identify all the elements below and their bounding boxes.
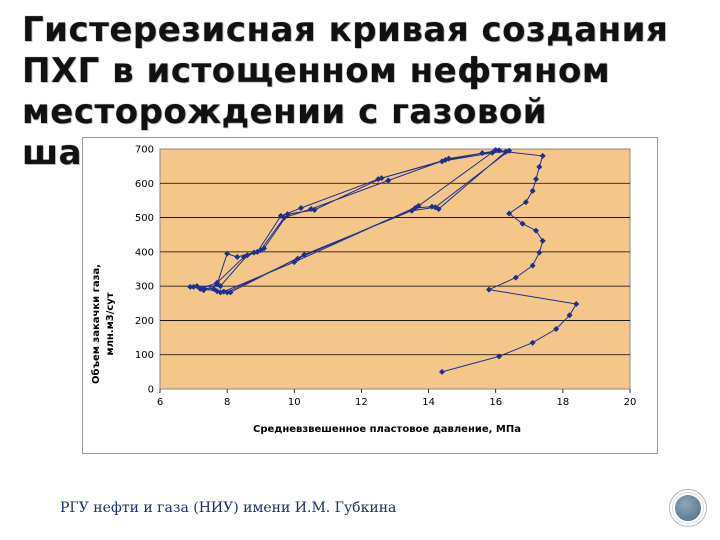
data-point-marker [190,283,197,290]
data-point-marker [439,368,445,375]
x-tick-label: 8 [224,397,230,408]
x-tick-label: 14 [422,397,435,408]
y-tick-label: 200 [135,316,154,327]
data-point-marker [254,248,261,255]
y-axis-label-line-2: млн.м3/сут [105,292,116,355]
data-point-marker [553,326,560,332]
x-tick-label: 16 [489,397,502,408]
data-point-marker [439,158,445,165]
y-tick-label: 400 [135,247,154,258]
data-point-marker [291,259,298,266]
data-point-marker [251,249,257,256]
data-point-marker [432,204,439,211]
data-point-marker [214,279,221,286]
data-point-marker [566,312,573,319]
data-point-marker [489,149,496,156]
data-point-marker [486,286,492,293]
data-point-marker [479,150,486,157]
data-point-marker [496,147,503,154]
data-point-marker [240,254,247,260]
x-tick-label: 10 [288,397,301,408]
data-point-marker [308,206,315,212]
footer-university: РГУ нефти и газа (НИУ) имени И.М. Губкин… [60,500,397,516]
data-point-marker [224,289,231,296]
data-point-marker [506,210,513,217]
data-point-marker [522,199,529,206]
data-point-marker [298,204,304,211]
data-point-marker [529,262,536,269]
y-tick-label: 0 [148,385,154,396]
data-point-marker [408,207,415,214]
slide-title-line-2: ПХГ в истощенном нефтяном [22,51,611,91]
data-point-marker [428,203,435,210]
data-point-marker [217,289,224,296]
data-point-marker [533,227,539,234]
data-point-marker [445,155,452,162]
y-tick-label: 600 [135,179,154,190]
data-point-marker [533,176,539,183]
data-point-marker [536,249,543,256]
plot-area [159,148,631,390]
slide-title-line-1: Гистерезисная кривая создания [22,10,669,50]
x-axis-label: Средневзвешенное пластовое давление, МПа [253,424,521,435]
data-point-marker [187,283,194,290]
x-tick-label: 12 [355,397,368,408]
data-point-marker [284,211,291,218]
data-point-marker [415,202,422,209]
hysteresis-chart: 0 100 200 300 400 500 600 700 6 8 10 12 14 16 18 20 Ср… [90,145,637,436]
y-tick-label: 700 [135,145,154,156]
data-point-marker [261,245,268,252]
data-point-marker [573,300,580,307]
y-axis-label: Объем закачки газа, млн.м3/сут [90,264,116,384]
data-point-marker [301,251,308,258]
data-point-marker [536,163,543,170]
x-tick-label: 18 [556,397,569,408]
data-point-marker [492,147,499,154]
x-tick-label: 20 [624,397,637,408]
y-tick-label: 100 [135,350,154,361]
nav-button[interactable] [670,490,706,526]
data-point-marker [227,289,234,296]
y-tick-label: 300 [135,282,154,293]
data-point-marker [385,177,392,184]
data-point-marker [294,255,301,262]
data-point-marker [506,147,513,154]
data-point-marker [519,220,526,227]
data-point-marker [539,152,546,159]
data-point-marker [496,353,503,360]
y-gridlines [160,182,630,356]
data-point-marker [539,237,546,244]
data-point-marker [529,339,536,346]
x-tick-label: 6 [157,397,163,408]
data-point-marker [277,212,284,219]
y-tick-label: 500 [135,213,154,224]
series-markers [187,147,580,375]
data-point-marker [512,274,519,281]
data-point-marker [234,254,241,260]
data-point-marker [224,250,231,257]
x-tick-labels: 6 8 10 12 14 16 18 20 [157,389,637,408]
data-point-marker [375,176,382,183]
data-point-marker [217,283,224,290]
y-tick-labels: 0 100 200 300 400 500 600 700 [135,145,154,396]
data-point-marker [214,288,221,295]
nav-button-icon [673,493,703,523]
y-axis-label-line-1: Объем закачки газа, [90,264,102,384]
data-point-marker [220,288,227,295]
data-point-marker [200,287,207,294]
data-point-marker [529,187,536,194]
data-point-marker [197,285,204,292]
